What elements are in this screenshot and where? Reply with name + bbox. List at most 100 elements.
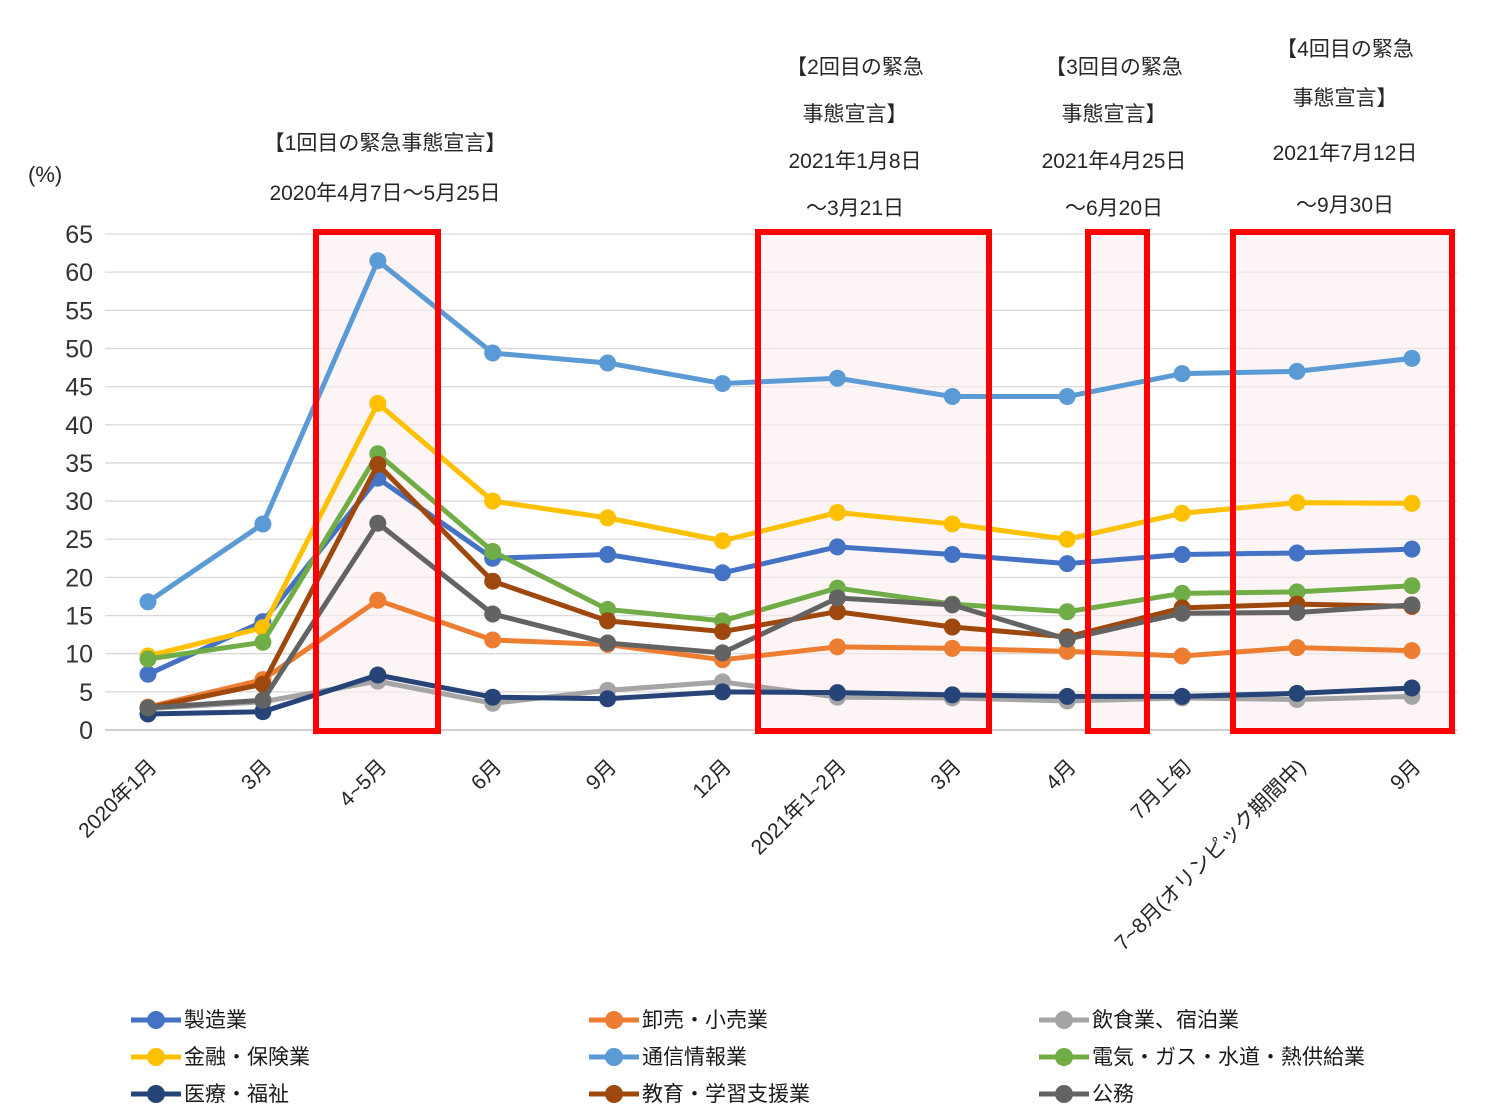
legend-marker-icon (131, 1011, 181, 1029)
declaration-period-border (1085, 229, 1150, 734)
series-marker-6 (1173, 687, 1191, 705)
series-marker-3 (1288, 494, 1306, 512)
legend-item-6: 医療・福祉 (130, 1082, 289, 1106)
series-marker-8 (484, 605, 502, 623)
series-marker-8 (369, 514, 387, 532)
series-marker-3 (369, 394, 387, 412)
legend-label: 教育・学習支援業 (642, 1082, 810, 1106)
series-marker-0 (139, 665, 157, 683)
legend-label: 公務 (1092, 1082, 1134, 1106)
legend-label: 医療・福祉 (184, 1082, 289, 1106)
series-line-7 (147, 461, 1412, 711)
series-marker-3 (1058, 530, 1076, 548)
annotation-text-line: 【4回目の緊急 (1276, 38, 1414, 61)
series-marker-6 (1058, 687, 1076, 705)
series-marker-7 (943, 618, 961, 636)
series-marker-5 (1058, 603, 1076, 621)
series-marker-3 (943, 515, 961, 533)
annotation-text-line: 事態宣言】 (1292, 87, 1398, 110)
legend-label: 卸売・小売業 (642, 1008, 768, 1032)
declaration-period-fill (1233, 232, 1452, 731)
x-axis-tick-label: 4~5月 (335, 755, 391, 811)
series-marker-0 (1173, 545, 1191, 563)
series-marker-1 (943, 639, 961, 657)
series-marker-6 (599, 690, 617, 708)
series-marker-6 (714, 683, 731, 701)
series-marker-4 (139, 593, 157, 611)
x-axis-tick-label: 3月 (237, 755, 276, 794)
series-marker-3 (484, 492, 502, 510)
y-axis-tick-label: 10 (65, 641, 93, 669)
series-marker-7 (254, 675, 272, 693)
line-chart-plot-area: 0 5 10 15 20 25 30 35 40 45 50 55 60 65 2020年1月 3月 4~5月 6… (65, 221, 1457, 955)
series-marker-7 (714, 623, 731, 641)
y-axis-tick-label: 40 (65, 412, 93, 440)
series-marker-1 (484, 631, 502, 649)
series-marker-4 (1288, 362, 1306, 380)
x-axis-tick-label: 2020年1月 (74, 755, 161, 842)
x-axis-tick-label: 4月 (1041, 755, 1080, 794)
series-marker-0 (714, 564, 731, 582)
series-marker-1 (1173, 647, 1191, 665)
series-marker-4 (254, 515, 272, 533)
series-marker-8 (254, 691, 272, 709)
series-marker-6 (943, 686, 961, 704)
series-marker-8 (943, 596, 961, 614)
legend-marker-icon (589, 1011, 639, 1029)
x-axis-tick-label: 9月 (1386, 755, 1425, 794)
legend-label: 電気・ガス・水道・熱供給業 (1092, 1045, 1365, 1069)
series-marker-5 (139, 650, 157, 668)
series-marker-4 (828, 369, 846, 387)
series-marker-5 (1403, 577, 1421, 595)
series-marker-3 (714, 532, 731, 550)
annotation-text-line: 【1回目の緊急事態宣言】 (263, 132, 507, 155)
x-axis-tick-label: 3月 (926, 755, 965, 794)
series-marker-4 (1403, 349, 1421, 367)
annotation-text-line: ～9月30日 (1295, 194, 1395, 217)
series-marker-3 (1173, 504, 1191, 522)
legend-marker-icon (589, 1085, 639, 1103)
y-axis-unit-label: (%) (28, 162, 63, 187)
x-axis-tick-label: 9月 (582, 755, 621, 794)
legend-marker-icon (1039, 1011, 1089, 1029)
declaration-period-border (313, 229, 441, 734)
y-axis-tick-label: 60 (65, 259, 93, 287)
legend-label: 通信情報業 (642, 1045, 747, 1069)
y-axis-tick-label: 30 (65, 488, 93, 516)
x-axis-tick-label: 7月上旬 (1127, 755, 1196, 824)
y-axis-tick-label: 50 (65, 335, 93, 363)
series-line-4 (146, 258, 1413, 604)
legend-item-0: 製造業 (130, 1008, 247, 1032)
series-marker-3 (599, 509, 617, 527)
series-marker-6 (484, 688, 502, 706)
series-marker-0 (1058, 555, 1076, 573)
x-axis-tick-label: 6月 (467, 755, 506, 794)
series-marker-4 (484, 344, 502, 362)
series-line-8 (147, 520, 1413, 711)
series-marker-7 (828, 603, 846, 621)
series-marker-1 (369, 591, 387, 609)
legend-marker-icon (131, 1085, 181, 1103)
series-marker-3 (1403, 494, 1421, 512)
y-axis-tick-label: 0 (79, 717, 93, 745)
series-marker-3 (828, 504, 846, 522)
x-axis-tick-label: 7~8月(オリンピック期間中) (1111, 755, 1311, 955)
series-marker-4 (714, 375, 731, 393)
legend-item-8: 公務 (1038, 1082, 1134, 1106)
series-marker-4 (943, 388, 961, 406)
declaration-period-fill (1088, 232, 1147, 731)
series-marker-0 (943, 545, 961, 563)
series-marker-8 (714, 644, 731, 662)
y-axis-tick-label: 35 (65, 450, 93, 478)
series-marker-6 (1403, 679, 1421, 697)
legend-item-3: 金融・保険業 (130, 1045, 310, 1069)
series-marker-8 (1173, 604, 1191, 622)
annotation-text-line: 2021年7月12日 (1272, 142, 1418, 165)
series-marker-8 (1058, 630, 1076, 648)
y-axis-tick-label: 5 (79, 679, 93, 707)
annotation-text-line: 【3回目の緊急 (1045, 56, 1183, 79)
series-marker-1 (1288, 639, 1306, 657)
series-line-1 (147, 597, 1412, 710)
series-marker-1 (828, 638, 846, 656)
